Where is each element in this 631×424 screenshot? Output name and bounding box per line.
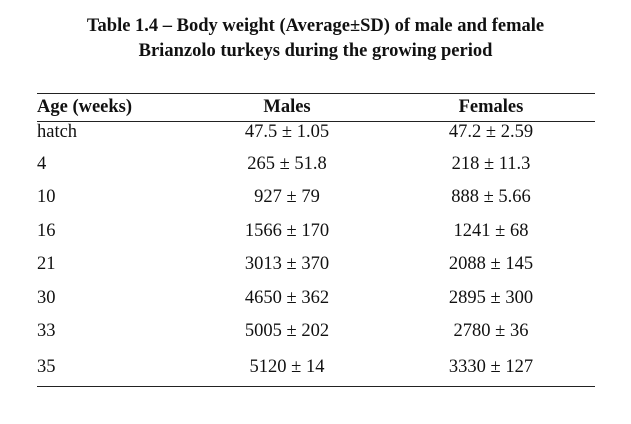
cell-age: 16 bbox=[37, 220, 56, 241]
table-container: Age (weeks) Males Females hatch 47.5 ± 1… bbox=[37, 93, 595, 387]
cell-females: 2895 ± 300 bbox=[448, 287, 534, 308]
cell-females: 47.2 ± 2.59 bbox=[448, 122, 534, 142]
table-row: 4 265 ± 51.8 218 ± 11.3 bbox=[37, 148, 595, 182]
table-row: 10 927 ± 79 888 ± 5.66 bbox=[37, 181, 595, 215]
caption-line-1: Table 1.4 – Body weight (Average±SD) of … bbox=[86, 16, 545, 36]
table-header: Age (weeks) Males Females bbox=[37, 93, 595, 122]
cell-males: 47.5 ± 1.05 bbox=[244, 122, 330, 142]
table-body: hatch 47.5 ± 1.05 47.2 ± 2.59 4 265 ± 51… bbox=[37, 122, 595, 387]
cell-age: 35 bbox=[37, 356, 56, 377]
cell-males: 4650 ± 362 bbox=[244, 287, 330, 308]
table-row: 35 5120 ± 14 3330 ± 127 bbox=[37, 349, 595, 387]
cell-age: 4 bbox=[37, 153, 47, 174]
cell-age: 33 bbox=[37, 321, 56, 342]
cell-males: 3013 ± 370 bbox=[244, 254, 330, 275]
cell-females: 218 ± 11.3 bbox=[451, 153, 531, 174]
body-weight-table: Age (weeks) Males Females hatch 47.5 ± 1… bbox=[37, 93, 595, 387]
table-row: 21 3013 ± 370 2088 ± 145 bbox=[37, 248, 595, 282]
header-row: Age (weeks) Males Females bbox=[37, 93, 595, 122]
cell-females: 1241 ± 68 bbox=[453, 220, 529, 241]
cell-age: 30 bbox=[37, 287, 56, 308]
cell-age: 10 bbox=[37, 187, 56, 208]
caption-line-2: Brianzolo turkeys during the growing per… bbox=[138, 41, 493, 61]
cell-males: 927 ± 79 bbox=[254, 187, 320, 208]
header-females: Females bbox=[458, 97, 524, 117]
cell-age: hatch bbox=[37, 122, 78, 142]
table-row: 30 4650 ± 362 2895 ± 300 bbox=[37, 282, 595, 316]
cell-males: 5120 ± 14 bbox=[249, 356, 325, 377]
cell-females: 2088 ± 145 bbox=[448, 254, 534, 275]
cell-males: 1566 ± 170 bbox=[244, 220, 330, 241]
table-row: hatch 47.5 ± 1.05 47.2 ± 2.59 bbox=[37, 122, 595, 148]
header-males: Males bbox=[263, 97, 311, 117]
header-age: Age (weeks) bbox=[37, 97, 133, 117]
cell-age: 21 bbox=[37, 254, 56, 275]
cell-males: 5005 ± 202 bbox=[244, 321, 330, 342]
cell-males: 265 ± 51.8 bbox=[247, 153, 327, 174]
cell-females: 2780 ± 36 bbox=[453, 321, 529, 342]
table-row: 33 5005 ± 202 2780 ± 36 bbox=[37, 315, 595, 349]
cell-females: 888 ± 5.66 bbox=[451, 187, 531, 208]
table-caption: Table 1.4 – Body weight (Average±SD) of … bbox=[0, 14, 631, 64]
table-row: 16 1566 ± 170 1241 ± 68 bbox=[37, 215, 595, 249]
cell-females: 3330 ± 127 bbox=[448, 356, 534, 377]
